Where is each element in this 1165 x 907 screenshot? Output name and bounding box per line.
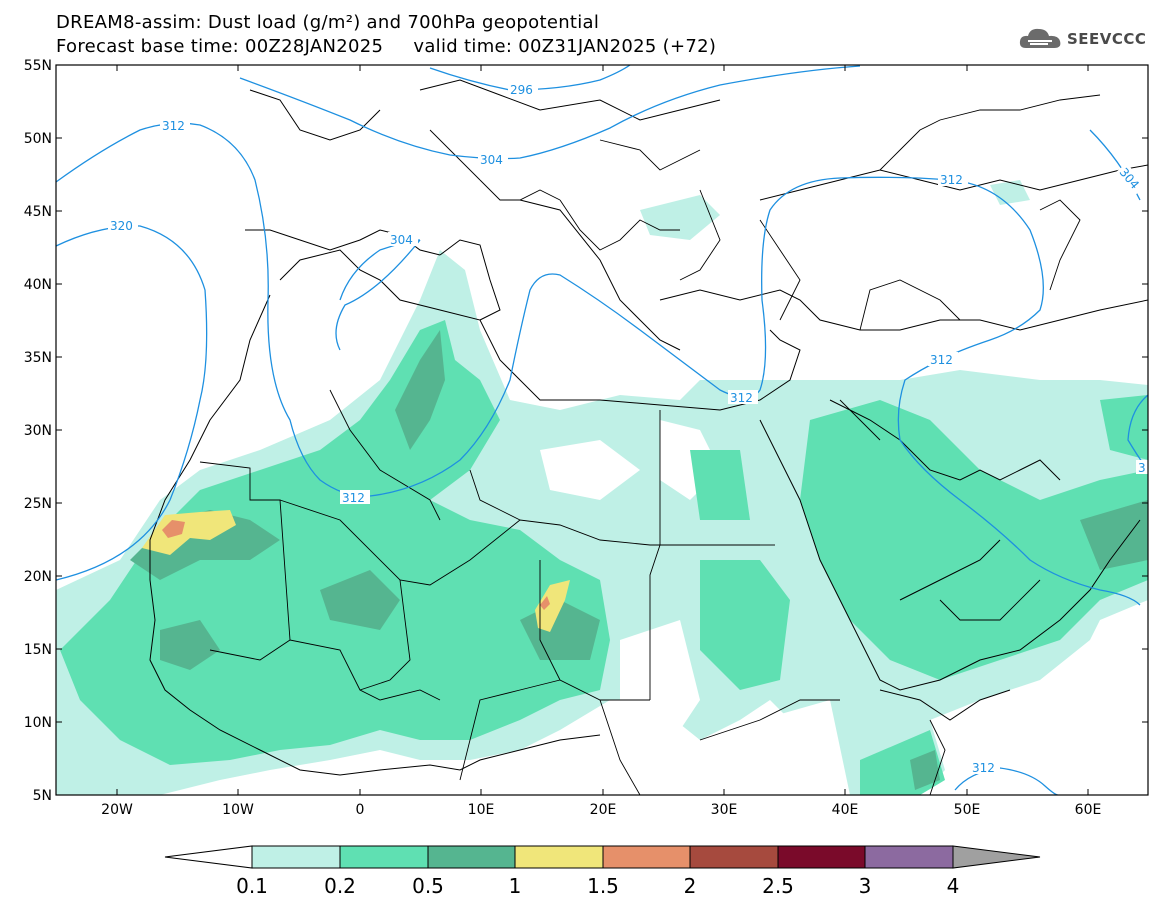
lon-label: 20E xyxy=(590,802,617,818)
lat-label: 30N xyxy=(24,423,52,439)
lon-label: 10E xyxy=(468,802,495,818)
colorbar-segment xyxy=(865,846,953,868)
lon-label: 20W xyxy=(101,802,133,818)
colorbar-segment xyxy=(340,846,428,868)
lon-label: 10W xyxy=(222,802,254,818)
lat-label: 55N xyxy=(24,58,52,74)
colorbar-low-arrow xyxy=(164,845,253,869)
lat-label: 40N xyxy=(24,277,52,293)
colorbar-segment xyxy=(428,846,515,868)
contour-label: 312 xyxy=(972,761,995,775)
colorbar-high-arrow xyxy=(952,845,1041,869)
contour-label: 312 xyxy=(162,119,185,133)
colorbar: 0.1 0.2 0.5 1 1.5 2 2.5 3 4 xyxy=(164,845,1041,898)
contour-label: 304 xyxy=(390,233,413,247)
lon-label: 40E xyxy=(832,802,859,818)
colorbar-segment xyxy=(778,846,865,868)
map-subtitle: Forecast base time: 00Z28JAN2025 valid t… xyxy=(56,36,717,57)
lat-label: 50N xyxy=(24,131,52,147)
colorbar-label: 0.1 xyxy=(236,874,268,898)
colorbar-label: 0.5 xyxy=(412,874,444,898)
colorbar-label: 0.2 xyxy=(324,874,356,898)
latitude-labels: 55N 50N 45N 40N 35N 30N 25N 20N 15N 10N … xyxy=(24,58,52,804)
contour-label: 312 xyxy=(342,491,365,505)
contour-label: 304 xyxy=(480,153,503,167)
colorbar-segment xyxy=(515,846,603,868)
dust-layer-1 xyxy=(142,510,570,632)
cloud-icon xyxy=(1019,28,1061,48)
contour-label: 3 xyxy=(1138,461,1146,475)
contour-label: 312 xyxy=(930,353,953,367)
seevccc-logo: SEEVCCC xyxy=(1018,26,1146,52)
colorbar-segment xyxy=(690,846,778,868)
longitude-labels: 20W 10W 0 10E 20E 30E 40E 50E 60E xyxy=(101,802,1101,818)
lat-label: 5N xyxy=(33,788,52,804)
colorbar-label: 2.5 xyxy=(762,874,794,898)
dust-layer-0.5 xyxy=(130,330,1148,790)
lat-label: 20N xyxy=(24,569,52,585)
colorbar-label: 3 xyxy=(859,874,872,898)
lon-label: 30E xyxy=(711,802,738,818)
map-area: 312 296 304 320 304 312 312 304 312 312 … xyxy=(56,65,1148,795)
colorbar-label: 2 xyxy=(684,874,697,898)
lat-label: 35N xyxy=(24,350,52,366)
colorbar-label: 4 xyxy=(947,874,960,898)
lat-label: 10N xyxy=(24,715,52,731)
dust-layer-1.5 xyxy=(162,520,550,610)
contour-label: 312 xyxy=(730,391,753,405)
contour-label: 312 xyxy=(940,173,963,187)
lon-label: 50E xyxy=(954,802,981,818)
axis-ticks xyxy=(56,64,1148,796)
lat-label: 15N xyxy=(24,642,52,658)
lon-label: 0 xyxy=(356,802,365,818)
logo-text: SEEVCCC xyxy=(1067,30,1147,48)
colorbar-label: 1.5 xyxy=(587,874,619,898)
country-borders xyxy=(199,94,1101,795)
contour-label: 296 xyxy=(510,83,533,97)
lat-label: 25N xyxy=(24,496,52,512)
colorbar-label: 1 xyxy=(509,874,522,898)
lat-label: 45N xyxy=(24,204,52,220)
colorbar-segment xyxy=(603,846,690,868)
lon-label: 60E xyxy=(1075,802,1102,818)
map-title: DREAM8-assim: Dust load (g/m²) and 700hP… xyxy=(56,12,600,33)
contour-label: 320 xyxy=(110,219,133,233)
colorbar-segment xyxy=(252,846,340,868)
